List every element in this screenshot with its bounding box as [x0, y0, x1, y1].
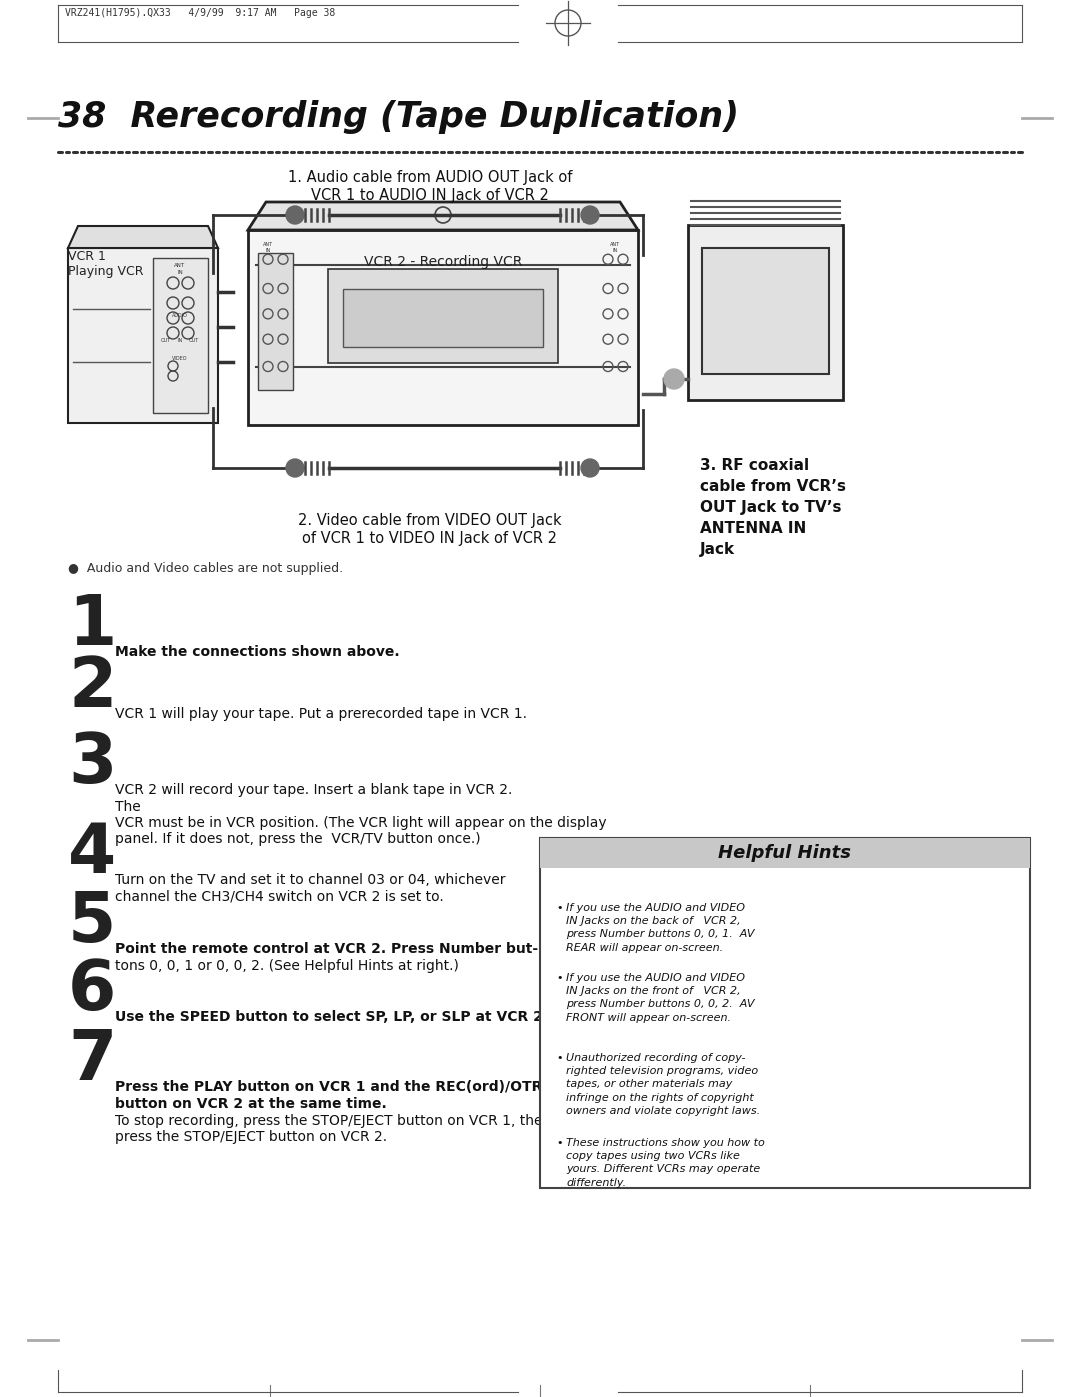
- Bar: [688, 225, 843, 400]
- Text: OUT: OUT: [189, 338, 199, 344]
- Text: •: •: [556, 1053, 563, 1063]
- Text: •: •: [556, 902, 563, 914]
- Text: 6: 6: [68, 957, 117, 1024]
- Text: VRZ241(H1795).QX33   4/9/99  9:17 AM   Page 38: VRZ241(H1795).QX33 4/9/99 9:17 AM Page 3…: [65, 8, 335, 18]
- Text: •: •: [556, 1139, 563, 1148]
- Text: of VCR 1 to VIDEO IN Jack of VCR 2: of VCR 1 to VIDEO IN Jack of VCR 2: [302, 531, 557, 546]
- Text: VCR 2 will record your tape. Insert a blank tape in VCR 2.: VCR 2 will record your tape. Insert a bl…: [114, 782, 512, 798]
- Bar: [153, 258, 208, 414]
- Circle shape: [581, 460, 599, 476]
- Text: Make the connections shown above.: Make the connections shown above.: [114, 645, 400, 659]
- Bar: [540, 838, 1030, 868]
- Text: IN: IN: [177, 338, 183, 344]
- Text: OUT: OUT: [161, 338, 171, 344]
- Bar: [343, 289, 543, 346]
- Text: 38  Rerecording (Tape Duplication): 38 Rerecording (Tape Duplication): [58, 101, 739, 134]
- Text: VCR 2 - Recording VCR: VCR 2 - Recording VCR: [364, 256, 523, 270]
- Text: 5: 5: [68, 888, 117, 956]
- Text: ●  Audio and Video cables are not supplied.: ● Audio and Video cables are not supplie…: [68, 562, 343, 576]
- Text: Unauthorized recording of copy-
righted television programs, video
tapes, or oth: Unauthorized recording of copy- righted …: [566, 1053, 760, 1116]
- Circle shape: [664, 369, 684, 388]
- Text: IN: IN: [266, 249, 271, 253]
- Text: 3: 3: [68, 731, 117, 798]
- Circle shape: [286, 205, 303, 224]
- Text: button on VCR 2 at the same time.: button on VCR 2 at the same time.: [114, 1097, 387, 1111]
- Circle shape: [581, 205, 599, 224]
- Text: 3. RF coaxial
cable from VCR’s
OUT Jack to TV’s
ANTENNA IN
Jack: 3. RF coaxial cable from VCR’s OUT Jack …: [700, 458, 846, 557]
- Text: The
VCR must be in VCR position. (The VCR light will appear on the display
panel: The VCR must be in VCR position. (The VC…: [114, 800, 607, 847]
- Text: AUDIO: AUDIO: [172, 313, 188, 319]
- Text: Use the SPEED button to select SP, LP, or SLP at VCR 2.: Use the SPEED button to select SP, LP, o…: [114, 1010, 549, 1024]
- Text: Press the PLAY button on VCR 1 and the REC(ord)/OTR: Press the PLAY button on VCR 1 and the R…: [114, 1080, 542, 1094]
- Text: 2: 2: [68, 654, 117, 721]
- Text: 7: 7: [68, 1027, 117, 1094]
- Polygon shape: [248, 203, 638, 231]
- Bar: [248, 231, 638, 425]
- Circle shape: [286, 460, 303, 476]
- Text: VCR 1 will play your tape. Put a prerecorded tape in VCR 1.: VCR 1 will play your tape. Put a prereco…: [114, 707, 527, 721]
- Bar: [258, 253, 293, 390]
- Text: 4: 4: [68, 820, 117, 887]
- Text: VCR 1
Playing VCR: VCR 1 Playing VCR: [68, 250, 144, 278]
- Polygon shape: [68, 226, 218, 249]
- Text: 2. Video cable from VIDEO OUT Jack: 2. Video cable from VIDEO OUT Jack: [298, 513, 562, 528]
- Bar: [68, 249, 218, 423]
- Text: •: •: [556, 972, 563, 983]
- Text: ANT: ANT: [175, 263, 186, 268]
- Text: Turn on the TV and set it to channel 03 or 04, whichever
channel the CH3/CH4 swi: Turn on the TV and set it to channel 03 …: [114, 873, 505, 904]
- Text: VIDEO: VIDEO: [172, 356, 188, 360]
- Text: ANT: ANT: [610, 242, 620, 247]
- Text: IN: IN: [612, 249, 618, 253]
- Text: These instructions show you how to
copy tapes using two VCRs like
yours. Differe: These instructions show you how to copy …: [566, 1139, 765, 1187]
- Text: If you use the AUDIO and VIDEO
IN Jacks on the back of   VCR 2,
press Number but: If you use the AUDIO and VIDEO IN Jacks …: [566, 902, 755, 953]
- Text: IN: IN: [177, 270, 183, 275]
- Text: If you use the AUDIO and VIDEO
IN Jacks on the front of   VCR 2,
press Number bu: If you use the AUDIO and VIDEO IN Jacks …: [566, 972, 755, 1023]
- Text: 1. Audio cable from AUDIO OUT Jack of: 1. Audio cable from AUDIO OUT Jack of: [287, 170, 572, 184]
- Bar: [540, 838, 1030, 1187]
- Text: Helpful Hints: Helpful Hints: [718, 844, 851, 862]
- Text: VCR 1 to AUDIO IN Jack of VCR 2: VCR 1 to AUDIO IN Jack of VCR 2: [311, 189, 549, 203]
- Text: To stop recording, press the STOP/EJECT button on VCR 1, then
press the STOP/EJE: To stop recording, press the STOP/EJECT …: [114, 1113, 551, 1144]
- Text: Point the remote control at VCR 2. Press Number but-: Point the remote control at VCR 2. Press…: [114, 942, 538, 956]
- Bar: [702, 247, 829, 374]
- Text: ANT: ANT: [262, 242, 273, 247]
- Bar: [328, 270, 558, 363]
- Text: tons 0, 0, 1 or 0, 0, 2. (See Helpful Hints at right.): tons 0, 0, 1 or 0, 0, 2. (See Helpful Hi…: [114, 958, 459, 972]
- Text: 1: 1: [68, 592, 117, 659]
